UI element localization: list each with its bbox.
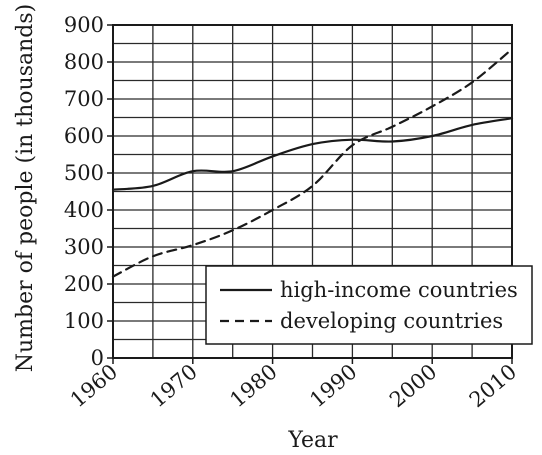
- y-axis-label: Number of people (in thousands): [13, 4, 38, 373]
- y-tick-label: 100: [64, 309, 104, 333]
- x-tick-label: 1990: [305, 359, 361, 412]
- legend-box: [205, 265, 533, 345]
- x-tick-label: 1970: [146, 359, 202, 412]
- y-tick-label: 500: [64, 161, 104, 185]
- legend: high-income countries developing countri…: [205, 265, 533, 345]
- x-axis-label: Year: [287, 428, 338, 453]
- legend-label-high-income: high-income countries: [280, 278, 518, 302]
- y-tick-label: 300: [64, 235, 104, 259]
- y-tick-label: 900: [64, 13, 104, 37]
- y-tick-label: 400: [64, 198, 104, 222]
- plot-frame: [112, 24, 513, 359]
- y-axis-ticks: 0 100 200 300 400 500 600 700 800 900: [64, 13, 113, 370]
- y-tick-label: 800: [64, 50, 104, 74]
- plot-lines: [111, 48, 514, 278]
- x-tick-label: 2000: [385, 359, 441, 412]
- x-tick-label: 1980: [225, 359, 281, 412]
- y-tick-label: 200: [64, 272, 104, 296]
- y-tick-label: 0: [91, 346, 104, 370]
- y-tick-label: 600: [64, 124, 104, 148]
- high-income-countries-line: [111, 117, 514, 191]
- developing-countries-line: [111, 48, 514, 278]
- x-tick-label: 2010: [465, 359, 521, 412]
- legend-label-developing: developing countries: [280, 309, 503, 333]
- x-axis-ticks: 1960 1970 1980 1990 2000 2010: [66, 358, 521, 412]
- y-tick-label: 700: [64, 87, 104, 111]
